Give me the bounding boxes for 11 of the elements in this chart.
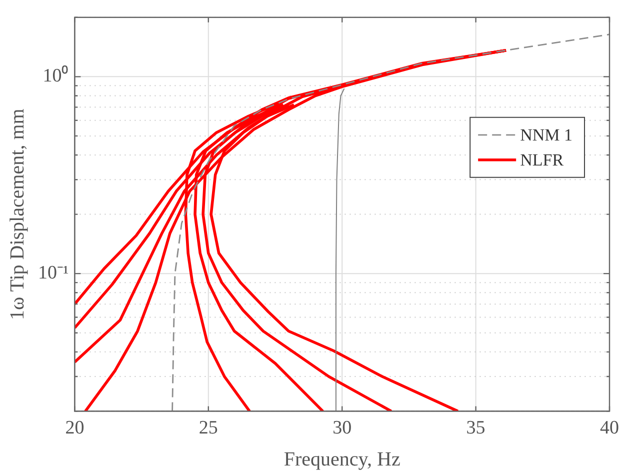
y-tick-label: 10⁻¹ bbox=[38, 262, 69, 284]
x-tick-label: 30 bbox=[332, 418, 352, 439]
x-tick-label: 40 bbox=[600, 418, 619, 439]
x-tick-label: 25 bbox=[198, 418, 218, 439]
x-axis-title: Frequency, Hz bbox=[284, 448, 400, 470]
legend-label: NLFR bbox=[520, 150, 564, 170]
y-axis-title: 1ω Tip Displacement, mm bbox=[6, 108, 28, 320]
legend-label: NNM 1 bbox=[520, 125, 572, 144]
x-tick-label: 20 bbox=[65, 418, 84, 439]
x-tick-label: 35 bbox=[466, 418, 486, 439]
y-tick-label: 10⁰ bbox=[42, 64, 69, 87]
